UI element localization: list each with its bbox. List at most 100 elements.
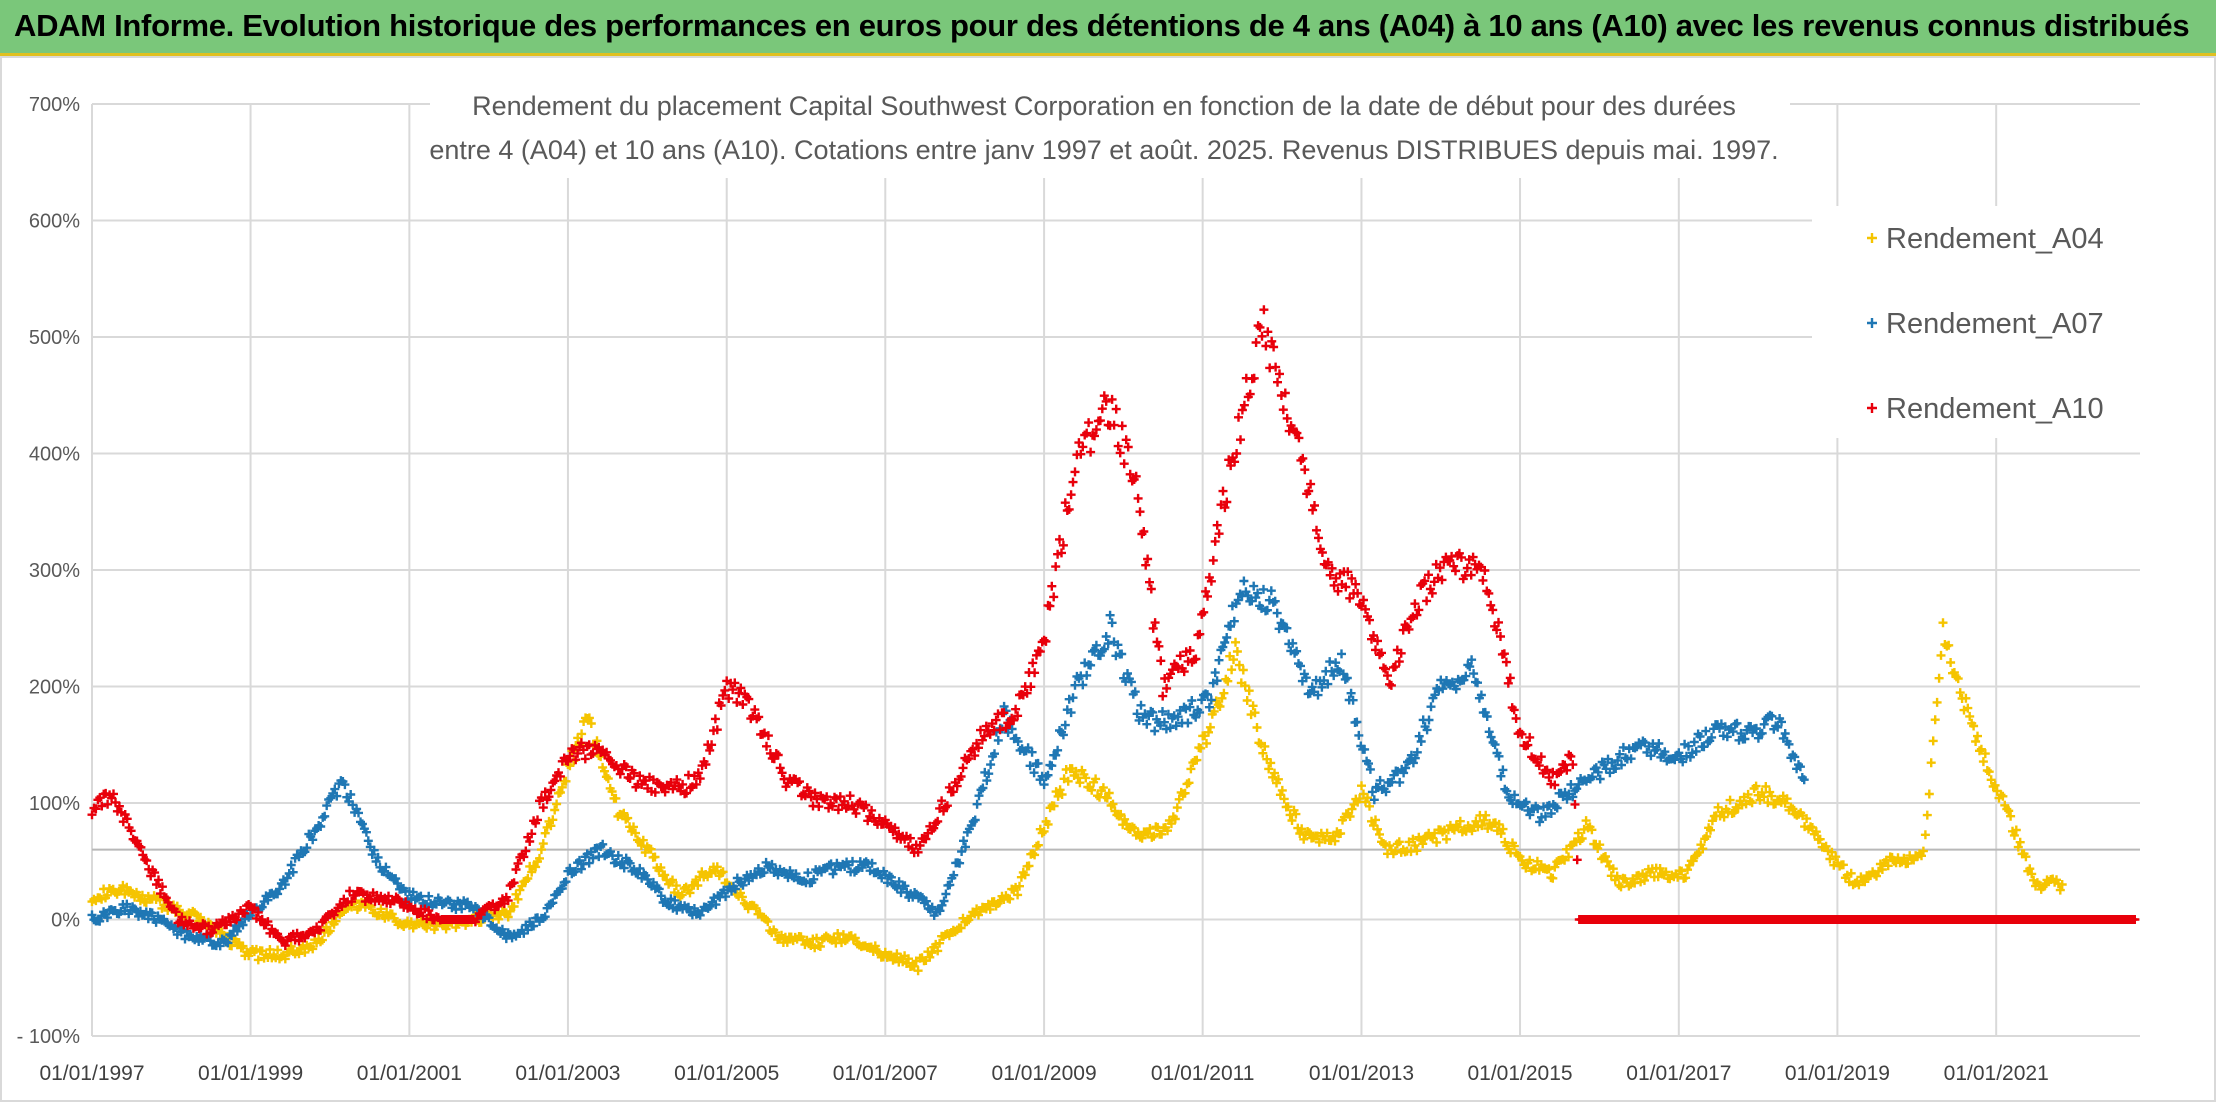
data-point — [1767, 711, 1777, 721]
data-point — [1266, 758, 1276, 768]
data-point — [354, 808, 363, 818]
data-point — [1212, 520, 1222, 530]
data-point — [1271, 362, 1281, 372]
data-point — [1550, 780, 1560, 790]
data-point — [1568, 792, 1578, 802]
data-point — [929, 823, 939, 833]
data-point — [1113, 441, 1123, 451]
data-point — [540, 828, 550, 838]
data-point — [1732, 718, 1742, 728]
data-point — [1478, 575, 1488, 585]
data-point — [1777, 717, 1786, 727]
y-tick-label: 400% — [29, 444, 80, 466]
data-point — [1095, 416, 1105, 426]
data-point — [2057, 880, 2067, 889]
data-point — [177, 912, 187, 922]
data-point — [1613, 755, 1623, 765]
data-point — [1353, 588, 1363, 598]
data-point — [1369, 795, 1379, 805]
data-point — [1432, 837, 1442, 847]
data-point — [1341, 582, 1351, 592]
data-point — [1499, 649, 1509, 659]
data-point — [1471, 816, 1481, 826]
data-point — [555, 771, 565, 781]
data-point — [1408, 834, 1418, 844]
data-point — [1456, 552, 1466, 562]
data-point — [546, 821, 556, 831]
data-point — [1467, 826, 1477, 836]
data-point — [1544, 864, 1554, 874]
data-point — [985, 904, 995, 914]
data-point — [1107, 618, 1117, 628]
data-point — [1426, 702, 1436, 712]
data-point — [1222, 497, 1232, 507]
x-tick-label: 01/01/2013 — [1309, 1062, 1414, 1085]
data-point — [1116, 809, 1126, 819]
data-point — [316, 925, 325, 935]
data-point — [1172, 803, 1182, 813]
data-point — [1175, 651, 1185, 661]
data-point — [157, 882, 167, 892]
data-point — [671, 881, 681, 891]
data-point — [1953, 674, 1963, 684]
legend-label: Rendement_A04 — [1886, 223, 2104, 255]
data-point — [1517, 729, 1527, 739]
data-point — [1998, 791, 2008, 801]
data-point — [1226, 622, 1235, 631]
data-point — [1098, 783, 1108, 793]
data-point — [1681, 873, 1691, 883]
data-point — [1305, 828, 1314, 838]
data-point — [1883, 861, 1893, 871]
data-point — [1595, 840, 1605, 850]
data-point — [1430, 690, 1440, 700]
data-point — [1260, 741, 1270, 751]
data-point — [1587, 825, 1597, 835]
data-point — [1920, 830, 1930, 840]
data-point — [1373, 824, 1382, 834]
data-point — [1270, 596, 1280, 606]
data-point — [122, 814, 132, 824]
data-point — [150, 868, 160, 878]
data-point — [744, 694, 754, 704]
data-point — [1058, 540, 1068, 550]
data-point — [1103, 639, 1113, 649]
data-point — [1304, 486, 1314, 496]
data-point — [1821, 841, 1831, 851]
data-point — [513, 894, 523, 904]
data-point — [867, 805, 877, 815]
data-point — [102, 890, 112, 900]
data-point — [710, 714, 720, 724]
data-point — [1282, 623, 1292, 633]
data-point — [1544, 772, 1554, 782]
data-point — [1587, 772, 1597, 782]
data-point — [613, 851, 623, 860]
data-point — [1354, 730, 1364, 740]
data-point — [263, 917, 273, 927]
data-point — [249, 903, 259, 913]
data-point — [1593, 767, 1603, 777]
x-tick-label: 01/01/2009 — [992, 1062, 1097, 1085]
data-point — [232, 926, 242, 936]
data-point — [1371, 645, 1380, 655]
data-point — [1105, 610, 1115, 620]
data-point — [1872, 871, 1881, 881]
data-point — [1086, 447, 1096, 457]
data-point — [1838, 860, 1848, 870]
data-point — [1336, 829, 1346, 838]
data-point — [1262, 605, 1272, 615]
data-point — [948, 787, 958, 797]
data-point — [1946, 658, 1956, 667]
data-point — [87, 910, 97, 920]
data-point — [1081, 773, 1091, 783]
data-point — [1210, 668, 1220, 678]
data-point — [629, 768, 639, 778]
data-point — [2011, 825, 2021, 835]
data-point — [523, 874, 533, 883]
data-point — [1490, 740, 1500, 750]
data-point — [1298, 453, 1308, 463]
data-point — [1119, 459, 1129, 469]
legend-background — [1812, 206, 2140, 438]
data-point — [1220, 638, 1230, 647]
data-point — [1412, 747, 1422, 757]
data-point — [1184, 778, 1194, 788]
